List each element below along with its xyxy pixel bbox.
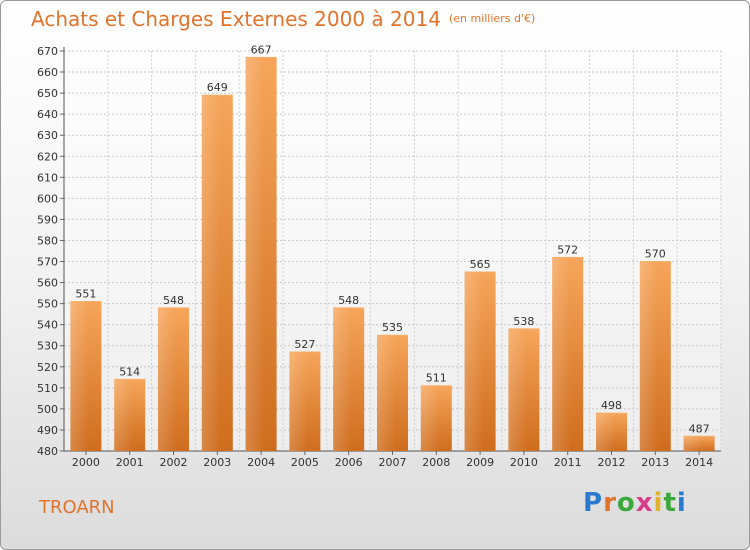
x-tick-label: 2014 [685, 456, 713, 469]
bar-highlight [245, 57, 277, 451]
bar-value-label: 538 [513, 315, 534, 328]
bar-highlight [552, 257, 584, 451]
bar-highlight [333, 307, 365, 451]
bars [70, 56, 715, 452]
bar-highlight [639, 261, 671, 451]
bar-highlight [201, 95, 233, 452]
bar-value-label: 548 [163, 294, 184, 307]
logo-letter: P [583, 488, 604, 518]
y-tick-label: 630 [37, 129, 58, 142]
x-tick-label: 2010 [510, 456, 538, 469]
x-tick-label: 2002 [160, 456, 188, 469]
x-tick-label: 2001 [116, 456, 144, 469]
y-tick-label: 590 [37, 213, 58, 226]
y-tick-label: 670 [37, 45, 58, 58]
bar-value-label: 572 [557, 243, 578, 256]
logo-letter: i [676, 488, 687, 518]
bar-highlight [289, 352, 321, 451]
y-tick-label: 600 [37, 192, 58, 205]
y-tick-label: 650 [37, 87, 58, 100]
bar-value-label: 667 [251, 43, 272, 56]
logo-letter: o [616, 488, 636, 518]
bar-value-label: 548 [338, 294, 359, 307]
bar-value-label: 570 [645, 248, 666, 261]
city-name: TROARN [39, 497, 115, 518]
bar-value-label: 551 [75, 288, 96, 301]
x-tick-label: 2009 [466, 456, 494, 469]
x-tick-label: 2008 [422, 456, 450, 469]
logo-letter: x [635, 488, 654, 518]
bar-value-label: 514 [119, 365, 140, 378]
y-tick-label: 480 [37, 445, 58, 458]
proxiti-logo[interactable]: Proxiti [583, 488, 687, 518]
labels: 480 490 500 510 520 530 540 550 560 570 580 590 600 6… [37, 43, 713, 469]
title-unit: (en milliers d'€) [448, 12, 536, 25]
y-tick-label: 640 [37, 108, 58, 121]
bar-value-label: 535 [382, 321, 403, 334]
x-tick-label: 2006 [335, 456, 363, 469]
y-tick-label: 490 [37, 424, 58, 437]
logo-letter: r [603, 488, 617, 518]
bar-highlight [70, 301, 102, 451]
bar-highlight [158, 307, 189, 451]
bar-highlight [464, 272, 496, 451]
bar-highlight [683, 436, 715, 451]
y-tick-label: 540 [37, 319, 58, 332]
title-text: Achats et Charges Externes 2000 à 2014 [31, 7, 441, 31]
x-tick-label: 2000 [72, 456, 100, 469]
bar-value-label: 487 [689, 422, 710, 435]
bar-value-label: 498 [601, 399, 622, 412]
logo-letter: i [653, 488, 664, 518]
bar-highlight [114, 379, 146, 451]
bar-highlight [596, 413, 627, 451]
y-tick-label: 520 [37, 361, 58, 374]
x-tick-label: 2004 [247, 456, 275, 469]
x-tick-label: 2013 [641, 456, 669, 469]
y-tick-label: 510 [37, 382, 58, 395]
bar-value-label: 527 [294, 338, 315, 351]
chart-title: Achats et Charges Externes 2000 à 2014 (e… [31, 7, 535, 31]
bar-value-label: 565 [470, 258, 491, 271]
x-tick-label: 2003 [203, 456, 231, 469]
x-tick-label: 2007 [379, 456, 407, 469]
bar-value-label: 649 [207, 81, 228, 94]
y-tick-label: 530 [37, 340, 58, 353]
bar-value-label: 511 [426, 372, 447, 385]
x-tick-label: 2005 [291, 456, 319, 469]
bar-highlight [508, 328, 540, 451]
y-tick-label: 570 [37, 256, 58, 269]
y-tick-label: 660 [37, 66, 58, 79]
y-tick-label: 560 [37, 277, 58, 290]
bar-highlight [377, 335, 408, 451]
y-tick-label: 620 [37, 150, 58, 163]
y-tick-label: 550 [37, 298, 58, 311]
y-tick-label: 580 [37, 234, 58, 247]
y-tick-label: 610 [37, 171, 58, 184]
x-tick-label: 2011 [554, 456, 582, 469]
x-tick-label: 2012 [598, 456, 626, 469]
y-tick-label: 500 [37, 403, 58, 416]
bar-highlight [420, 385, 452, 451]
logo-letter: t [663, 488, 677, 518]
